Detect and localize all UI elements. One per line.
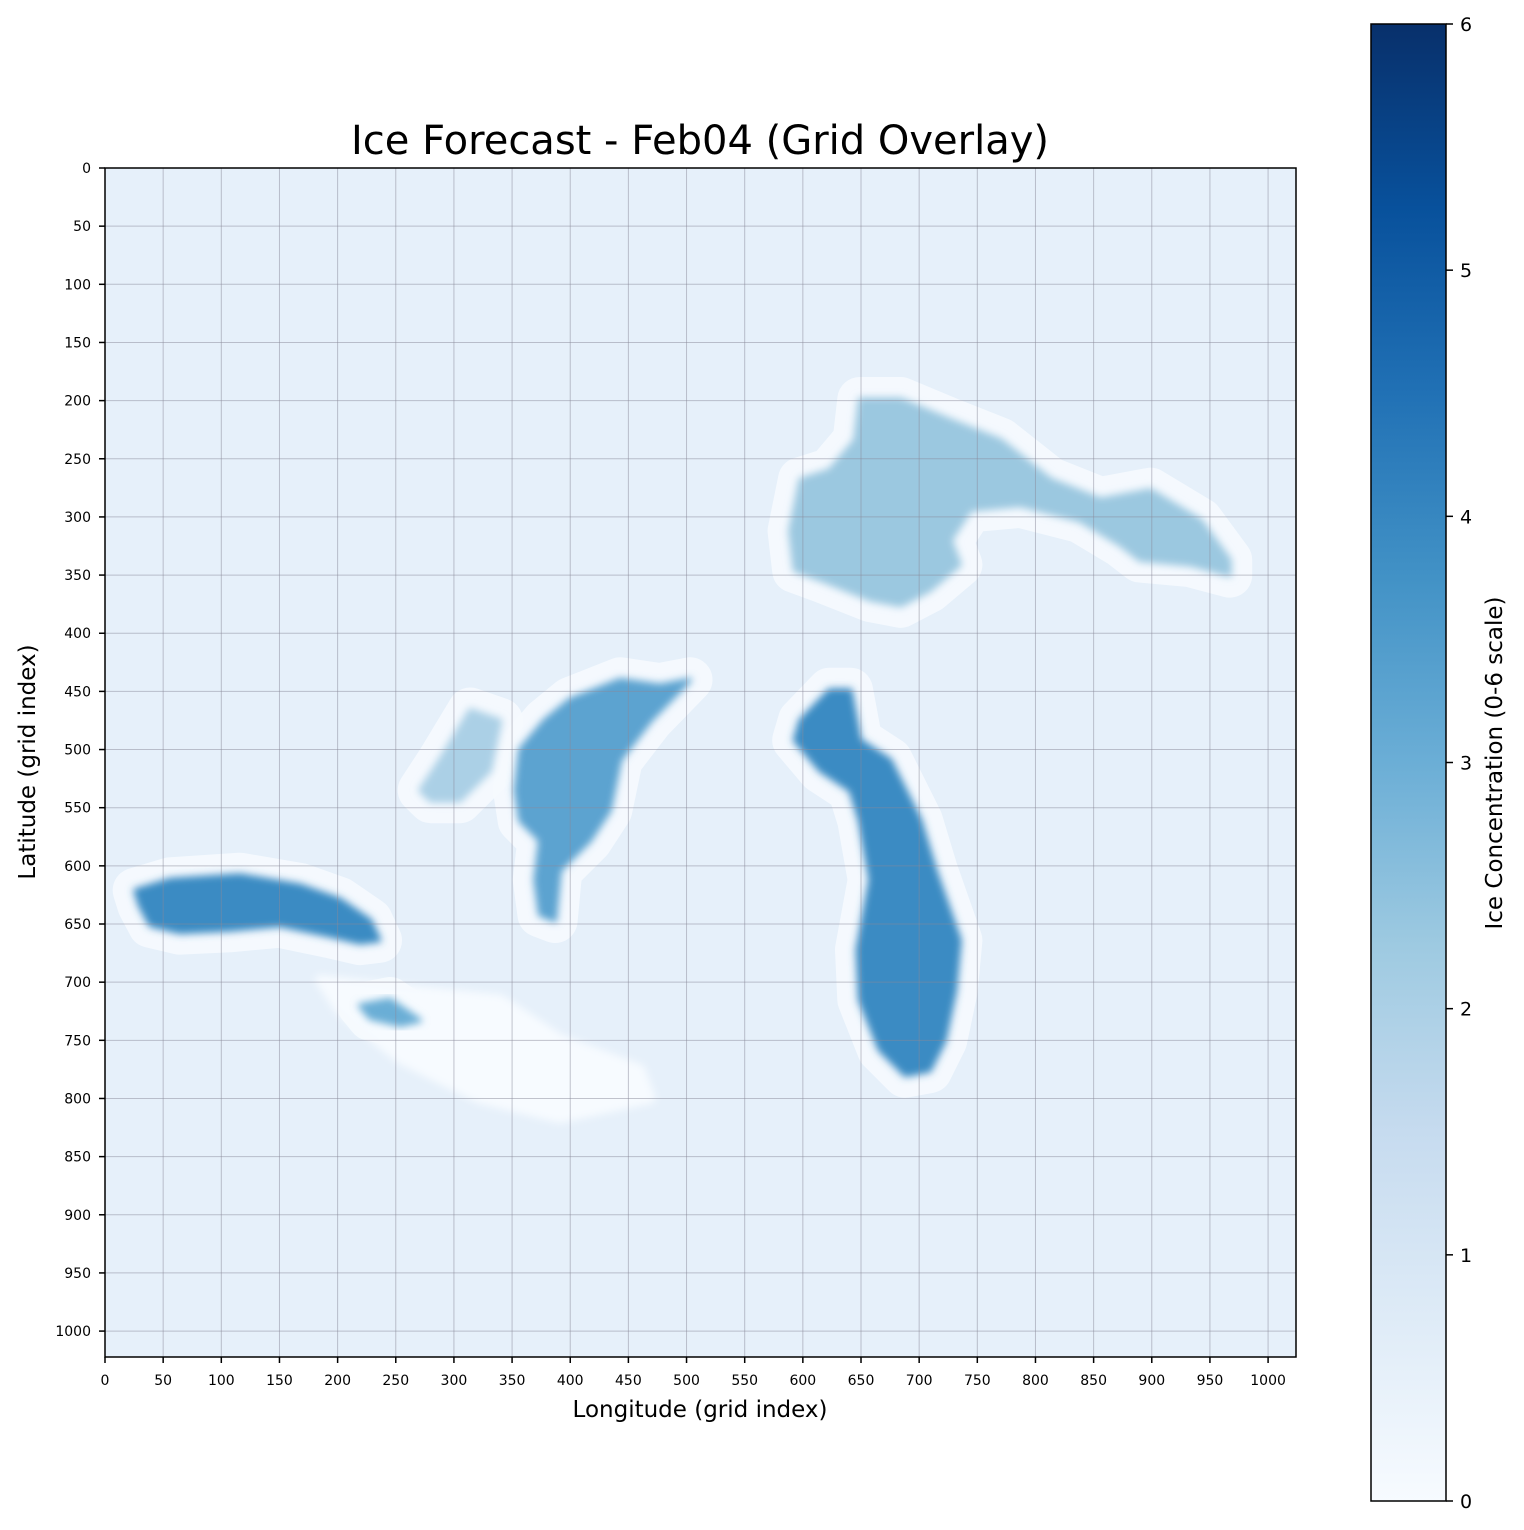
x-tick-label: 950 — [1197, 1373, 1224, 1389]
colorbar-tick-label: 4 — [1460, 506, 1472, 528]
colorbar-ticks: 0 1 2 3 4 5 6 — [1446, 14, 1472, 1513]
y-tick-label: 650 — [64, 917, 91, 933]
y-tick-label: 550 — [64, 801, 91, 817]
plot-background — [105, 168, 1296, 1357]
colorbar-label: Ice Concentration (0-6 scale) — [1482, 597, 1508, 930]
x-tick-label: 400 — [557, 1373, 584, 1389]
x-axis: 0 50 100 150 200 250 300 350 400 450 500 550 600 650 7… — [101, 1357, 1286, 1389]
colorbar-tick-label: 2 — [1460, 999, 1472, 1021]
x-tick-label: 450 — [615, 1373, 642, 1389]
ice-region — [513, 677, 692, 923]
plot-frame — [104, 167, 1297, 1358]
colorbar-tick-label: 6 — [1460, 14, 1472, 36]
x-tick-label: 800 — [1022, 1373, 1049, 1389]
y-tick-label: 400 — [64, 626, 91, 642]
y-tick-label: 1000 — [55, 1324, 91, 1340]
y-tick-label: 600 — [64, 859, 91, 875]
x-tick-label: 650 — [848, 1373, 875, 1389]
x-tick-label: 600 — [789, 1373, 816, 1389]
x-tick-label: 50 — [154, 1373, 172, 1389]
x-tick-label: 250 — [382, 1373, 409, 1389]
y-axis: 0 50 100 150 200 250 300 350 400 450 500 550 600 650 7… — [55, 161, 105, 1340]
y-tick-label: 700 — [64, 975, 91, 991]
y-tick-label: 100 — [64, 277, 91, 293]
y-axis-label: Latitude (grid index) — [15, 644, 41, 879]
x-tick-label: 750 — [964, 1373, 991, 1389]
ice-region — [357, 997, 423, 1028]
y-tick-label: 450 — [64, 684, 91, 700]
y-tick-label: 500 — [64, 743, 91, 759]
colorbar-tick-label: 3 — [1460, 753, 1472, 775]
y-tick-label: 900 — [64, 1208, 91, 1224]
x-tick-label: 850 — [1080, 1373, 1107, 1389]
y-tick-label: 750 — [64, 1033, 91, 1049]
x-tick-label: 1000 — [1250, 1373, 1286, 1389]
y-tick-label: 150 — [64, 335, 91, 351]
y-tick-label: 200 — [64, 394, 91, 410]
x-tick-label: 100 — [208, 1373, 235, 1389]
y-tick-label: 0 — [82, 161, 91, 177]
x-tick-label: 150 — [266, 1373, 293, 1389]
x-tick-label: 900 — [1138, 1373, 1165, 1389]
x-tick-label: 500 — [673, 1373, 700, 1389]
ice-region — [792, 688, 962, 1078]
ice-regions — [112, 377, 1253, 1124]
x-tick-label: 200 — [324, 1373, 351, 1389]
y-tick-label: 250 — [64, 452, 91, 468]
x-tick-label: 0 — [101, 1373, 110, 1389]
chart-title: Ice Forecast - Feb04 (Grid Overlay) — [351, 118, 1049, 164]
y-tick-label: 800 — [64, 1091, 91, 1107]
x-axis-label: Longitude (grid index) — [573, 1397, 828, 1423]
y-tick-label: 850 — [64, 1150, 91, 1166]
ice-region — [133, 873, 382, 945]
x-tick-label: 300 — [441, 1373, 468, 1389]
y-tick-label: 50 — [73, 219, 91, 235]
y-tick-label: 300 — [64, 510, 91, 526]
y-tick-label: 350 — [64, 568, 91, 584]
colorbar-tick-label: 1 — [1460, 1245, 1472, 1267]
colorbar-tick-label: 0 — [1460, 1491, 1472, 1513]
x-tick-label: 700 — [906, 1373, 933, 1389]
x-tick-label: 350 — [499, 1373, 526, 1389]
ice-region — [418, 708, 503, 803]
colorbar — [1370, 23, 1447, 1502]
y-tick-label: 950 — [64, 1266, 91, 1282]
x-tick-label: 550 — [731, 1373, 758, 1389]
colorbar-tick-label: 5 — [1460, 260, 1472, 282]
